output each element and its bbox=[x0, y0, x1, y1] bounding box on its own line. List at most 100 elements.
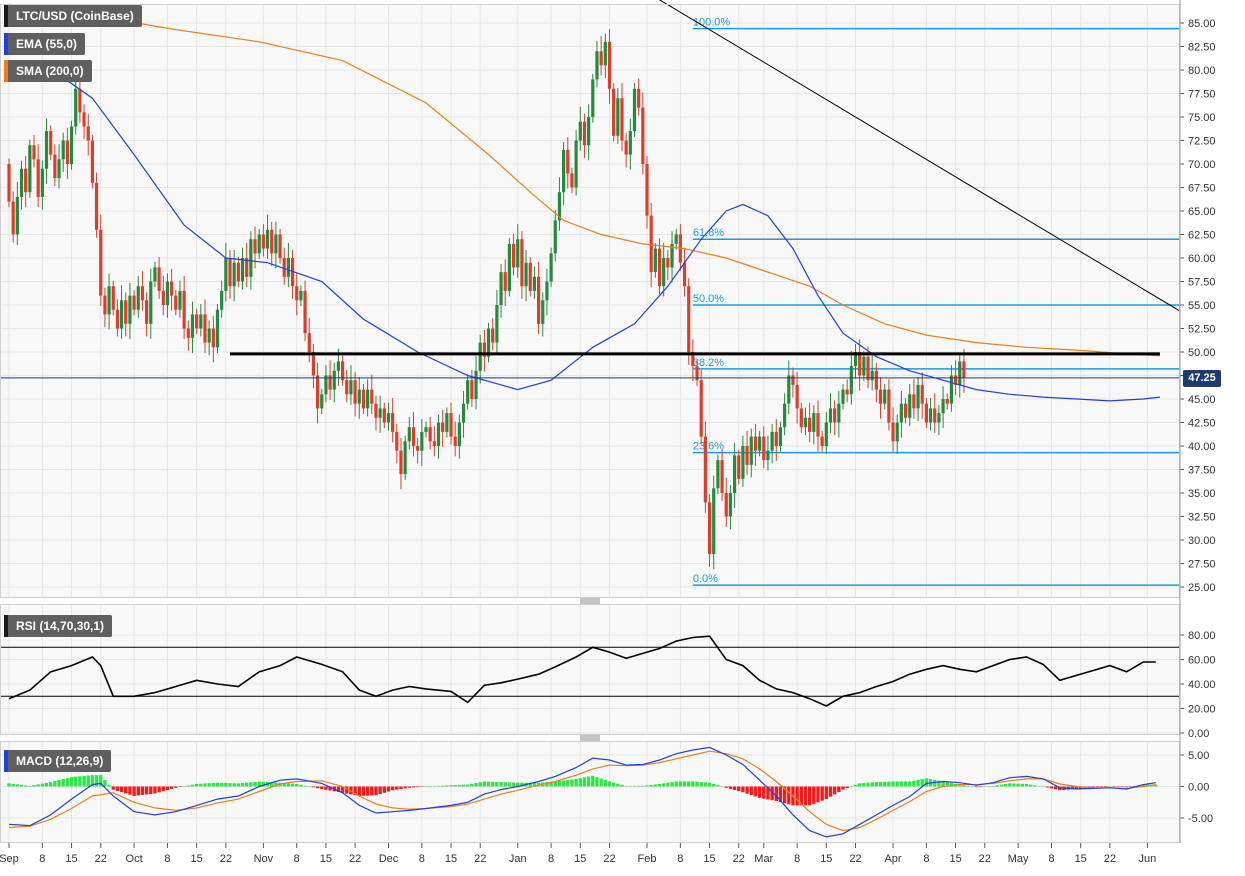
macd-histogram-bar bbox=[620, 784, 624, 787]
macd-histogram-bar bbox=[174, 786, 178, 788]
macd-histogram-bar bbox=[36, 784, 40, 787]
rsi-axis-label: 0.00 bbox=[1188, 728, 1209, 740]
candle-body bbox=[528, 262, 532, 291]
candle-body bbox=[712, 488, 716, 555]
macd-histogram-bar bbox=[11, 783, 15, 787]
candle-body bbox=[290, 258, 295, 287]
price-axis-label: 75.00 bbox=[1188, 112, 1216, 124]
candle-body bbox=[662, 258, 666, 287]
legend-symbol[interactable]: LTC/USD (CoinBase) bbox=[4, 5, 142, 27]
macd-histogram-bar bbox=[628, 785, 633, 787]
panel-frames bbox=[0, 0, 1181, 843]
macd-histogram-bar bbox=[924, 778, 929, 787]
candle-body bbox=[94, 182, 99, 230]
macd-histogram-bar bbox=[778, 786, 783, 803]
macd-histogram-bar bbox=[903, 781, 908, 787]
macd-histogram-bar bbox=[124, 786, 128, 794]
candle-body bbox=[420, 431, 424, 451]
macd-histogram-bar bbox=[566, 779, 570, 787]
macd-histogram-bar bbox=[115, 786, 120, 791]
time-axis-label: Jun bbox=[1139, 853, 1157, 865]
price-axis-label: 72.50 bbox=[1188, 136, 1216, 148]
macd-histogram-bar bbox=[1012, 783, 1016, 787]
candle-body bbox=[115, 309, 120, 329]
candle-body bbox=[724, 493, 728, 517]
macd-histogram-bar bbox=[1124, 786, 1129, 788]
candle-body bbox=[491, 328, 495, 343]
fib-level-label: 0.0% bbox=[693, 573, 718, 585]
legend-macd-label: MACD (12,26,9) bbox=[16, 754, 104, 768]
time-axis-label: Mar bbox=[754, 853, 773, 865]
candle-body bbox=[699, 380, 703, 437]
price-axis-label: 52.50 bbox=[1188, 324, 1216, 336]
candle-body bbox=[224, 258, 228, 291]
legend-symbol-label: LTC/USD (CoinBase) bbox=[16, 9, 134, 23]
macd-histogram-bar bbox=[61, 779, 65, 787]
legend-sma-label: SMA (200,0) bbox=[16, 64, 84, 78]
candle-body bbox=[220, 290, 224, 310]
candle-body bbox=[758, 436, 762, 451]
candle-body bbox=[595, 51, 599, 80]
macd-histogram-bar bbox=[307, 786, 311, 787]
legend-rsi[interactable]: RSI (14,70,30,1) bbox=[4, 615, 113, 637]
legend-sma[interactable]: SMA (200,0) bbox=[4, 60, 92, 82]
macd-line bbox=[8, 746, 1156, 838]
candle-body bbox=[370, 389, 374, 404]
legend-ema-swatch bbox=[4, 33, 8, 55]
time-axis-label: Dec bbox=[379, 853, 399, 865]
macd-histogram-bar bbox=[578, 778, 582, 787]
macd-histogram-bar bbox=[232, 783, 236, 787]
candle-body bbox=[245, 258, 249, 277]
candle-body bbox=[912, 394, 916, 409]
candle-body bbox=[632, 88, 637, 132]
time-axis-label: 8 bbox=[164, 853, 170, 865]
price-axis-label: 27.50 bbox=[1188, 559, 1216, 571]
macd-histogram-bar bbox=[520, 782, 524, 787]
macd-histogram-bar bbox=[678, 781, 683, 787]
macd-histogram-bar bbox=[682, 781, 687, 787]
candle-body bbox=[862, 356, 866, 376]
macd-histogram-bar bbox=[136, 786, 140, 796]
candle-body bbox=[124, 300, 128, 324]
candle-body bbox=[140, 286, 145, 301]
macd-histogram-bar bbox=[107, 784, 111, 787]
macd-axis-label: 0.00 bbox=[1188, 782, 1209, 794]
candle-body bbox=[349, 380, 353, 395]
candle-body bbox=[691, 352, 695, 367]
macd-histogram-bar bbox=[803, 786, 808, 806]
time-axis-label: 22 bbox=[474, 853, 486, 865]
time-axis-label: 8 bbox=[548, 853, 554, 865]
macd-histogram-bar bbox=[962, 785, 966, 787]
time-axis-label: Feb bbox=[638, 853, 657, 865]
candle-body bbox=[182, 290, 186, 329]
candle-body bbox=[307, 333, 311, 352]
macd-histogram-bar bbox=[424, 786, 428, 787]
macd-histogram-bar bbox=[624, 785, 628, 787]
candle-body bbox=[424, 427, 428, 432]
price-axis-label: 60.00 bbox=[1188, 253, 1216, 265]
macd-histogram-bar bbox=[591, 775, 595, 787]
legend-ema[interactable]: EMA (55,0) bbox=[4, 33, 85, 55]
candle-body bbox=[562, 149, 566, 193]
macd-histogram-bar bbox=[361, 786, 366, 796]
panel-background-macd bbox=[0, 741, 1180, 843]
time-axis-label: 8 bbox=[419, 853, 425, 865]
price-axis-label: 45.00 bbox=[1188, 394, 1216, 406]
candle-body bbox=[453, 436, 457, 446]
candle-body bbox=[553, 220, 557, 254]
candle-body bbox=[599, 51, 603, 66]
downtrend-line bbox=[658, 0, 1182, 313]
candle-body bbox=[774, 431, 778, 446]
candle-body bbox=[357, 389, 361, 404]
candle-body bbox=[178, 290, 182, 310]
macd-histogram-bar bbox=[491, 781, 495, 787]
macd-histogram-bar bbox=[1091, 786, 1095, 788]
candle-body bbox=[624, 140, 628, 155]
macd-histogram-bar bbox=[1033, 785, 1037, 787]
macd-histogram-bar bbox=[837, 786, 841, 793]
legend-macd[interactable]: MACD (12,26,9) bbox=[4, 750, 112, 772]
candle-body bbox=[474, 370, 478, 399]
candle-body bbox=[707, 502, 712, 555]
macd-histogram-bar bbox=[507, 782, 512, 787]
macd-histogram-bar bbox=[399, 786, 403, 790]
